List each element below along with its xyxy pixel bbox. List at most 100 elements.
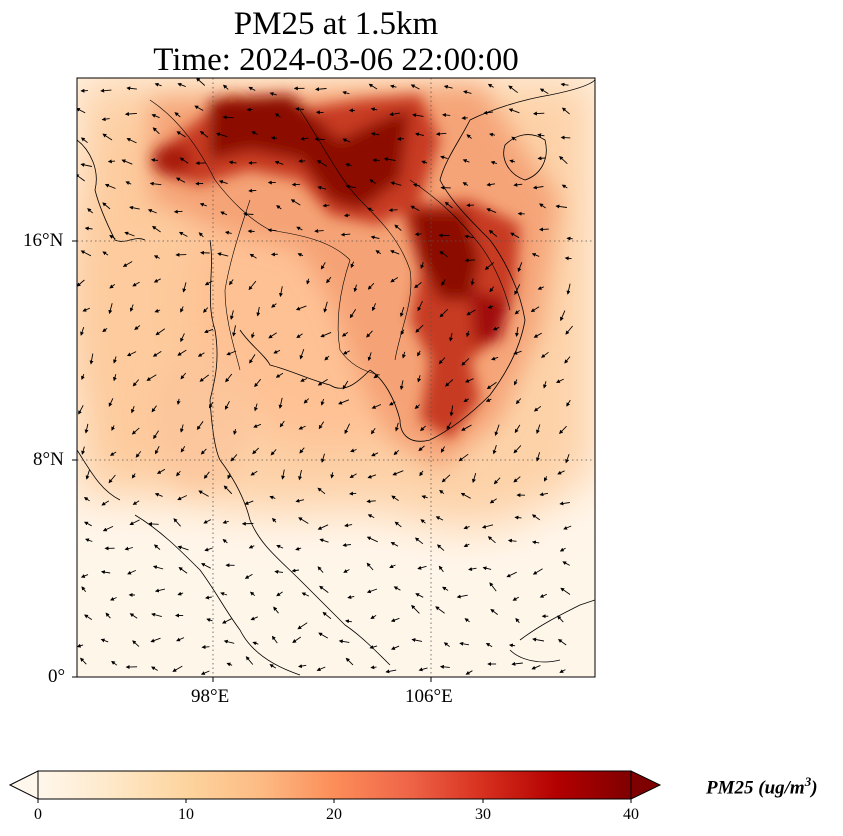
wind-arrow (80, 657, 87, 665)
colorbar-extend-high (630, 770, 662, 800)
wind-arrow (456, 594, 468, 599)
wind-arrow (199, 374, 210, 382)
wind-arrow (418, 445, 425, 452)
wind-arrow (299, 348, 305, 360)
wind-arrow (464, 234, 475, 239)
wind-arrow (129, 205, 140, 210)
wind-arrow (322, 611, 332, 620)
wind-arrow (539, 492, 548, 497)
wind-arrow (135, 451, 142, 458)
wind-arrow (443, 642, 450, 647)
wind-arrow (366, 588, 378, 594)
wind-arrow (151, 612, 162, 618)
wind-arrow (269, 495, 276, 500)
wind-arrow (368, 83, 378, 90)
wind-arrow (274, 160, 284, 165)
wind-arrow (367, 207, 374, 212)
wind-arrow (174, 112, 181, 118)
wind-arrow (269, 664, 277, 669)
wind-arrow (298, 159, 306, 164)
wind-arrow (127, 569, 136, 575)
wind-arrow (412, 113, 424, 118)
wind-arrow (371, 404, 382, 409)
wind-arrow (153, 430, 159, 440)
wind-arrow (539, 593, 547, 598)
wind-arrow (462, 182, 469, 186)
wind-arrow (421, 160, 428, 165)
wind-arrow (349, 473, 357, 479)
wind-arrow (514, 424, 521, 434)
wind-arrow (353, 284, 358, 293)
wind-arrow (200, 448, 207, 455)
wind-arrow (178, 567, 188, 574)
wind-arrow (514, 309, 520, 315)
wind-arrow (194, 105, 204, 111)
wind-arrow (400, 329, 405, 336)
wind-arrow (487, 83, 494, 88)
wind-arrow (369, 645, 378, 649)
wind-arrow (249, 253, 257, 259)
lat-label-0: 0° (48, 666, 66, 687)
wind-arrow (566, 236, 573, 241)
colorbar-label-text: PM25 (ug/m (706, 777, 805, 799)
wind-arrow (419, 470, 424, 477)
wind-arrow (342, 543, 351, 548)
wind-arrow (276, 544, 284, 549)
wind-arrow (420, 262, 425, 269)
wind-arrow (199, 202, 207, 207)
wind-arrow (393, 586, 401, 591)
map-frame (76, 77, 596, 678)
wind-arrow (228, 160, 237, 165)
gridlines (77, 78, 595, 677)
wind-arrow (485, 398, 492, 402)
wind-arrow (463, 543, 470, 547)
wind-arrow (248, 544, 255, 549)
wind-arrow (510, 232, 520, 239)
wind-arrow (492, 445, 497, 455)
wind-arrow (177, 349, 187, 356)
wind-arrow (84, 423, 89, 434)
wind-arrow (399, 306, 405, 318)
wind-arrow (208, 401, 214, 409)
wind-arrow (393, 449, 400, 456)
wind-arrow (226, 662, 233, 667)
wind-arrow (180, 306, 184, 313)
wind-arrow (389, 564, 396, 569)
wind-arrow (537, 286, 544, 290)
wind-arrow (440, 446, 445, 453)
wind-arrow (177, 545, 189, 551)
wind-arrow (295, 305, 307, 311)
wind-arrow (274, 113, 281, 118)
wind-arrow (111, 425, 115, 431)
wind-arrow (513, 379, 518, 386)
wind-arrow (124, 231, 135, 237)
wind-arrow (511, 661, 523, 666)
wind-arrow (314, 137, 325, 142)
wind-arrow (489, 286, 495, 293)
wind-arrow (390, 277, 399, 283)
wind-arrow (385, 669, 397, 674)
wind-arrow (177, 591, 184, 596)
wind-arrow (109, 284, 115, 289)
wind-arrow (489, 132, 496, 137)
wind-arrow (122, 261, 133, 267)
wind-arrow (341, 332, 349, 337)
wind-arrow (340, 232, 351, 237)
wind-arrow (150, 158, 158, 163)
wind-arrow (330, 472, 335, 479)
wind-arrow (180, 424, 184, 433)
wind-arrow (487, 304, 494, 309)
wind-arrow (466, 330, 470, 338)
wind-arrow (349, 308, 357, 319)
wind-arrow (411, 638, 423, 643)
wind-arrow (83, 497, 90, 502)
wind-arrow (250, 332, 255, 339)
wind-arrow (297, 253, 304, 257)
wind-arrow (196, 421, 204, 431)
wind-arrow (487, 536, 496, 544)
wind-arrow (490, 608, 498, 615)
wind-arrow (343, 213, 350, 218)
wind-arrow (300, 378, 308, 382)
wind-arrow (513, 445, 522, 454)
wind-arrow (486, 208, 497, 214)
